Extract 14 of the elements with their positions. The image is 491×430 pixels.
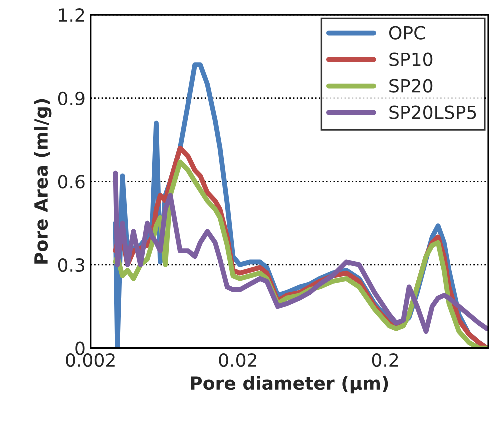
y-tick-label: 1.2 <box>59 8 84 22</box>
x-axis-title: Pore diameter (µm) <box>191 376 388 394</box>
legend-label: SP20 <box>390 79 433 93</box>
y-tick-label: 0.9 <box>58 92 85 106</box>
x-tick-label: 0.02 <box>219 353 256 368</box>
legend-label: SP20LSP5 <box>390 106 476 120</box>
y-tick-label: 0 <box>76 342 85 356</box>
x-tick-label: 0.2 <box>372 353 398 368</box>
y-axis-title: Pore Area (ml/g) <box>34 99 52 264</box>
y-tick-label: 0.3 <box>58 258 85 272</box>
x-tick-label: 0.002 <box>66 353 115 368</box>
legend-label: SP10 <box>390 52 433 66</box>
legend-label: OPC <box>390 26 426 40</box>
y-tick-label: 0.6 <box>58 175 85 189</box>
